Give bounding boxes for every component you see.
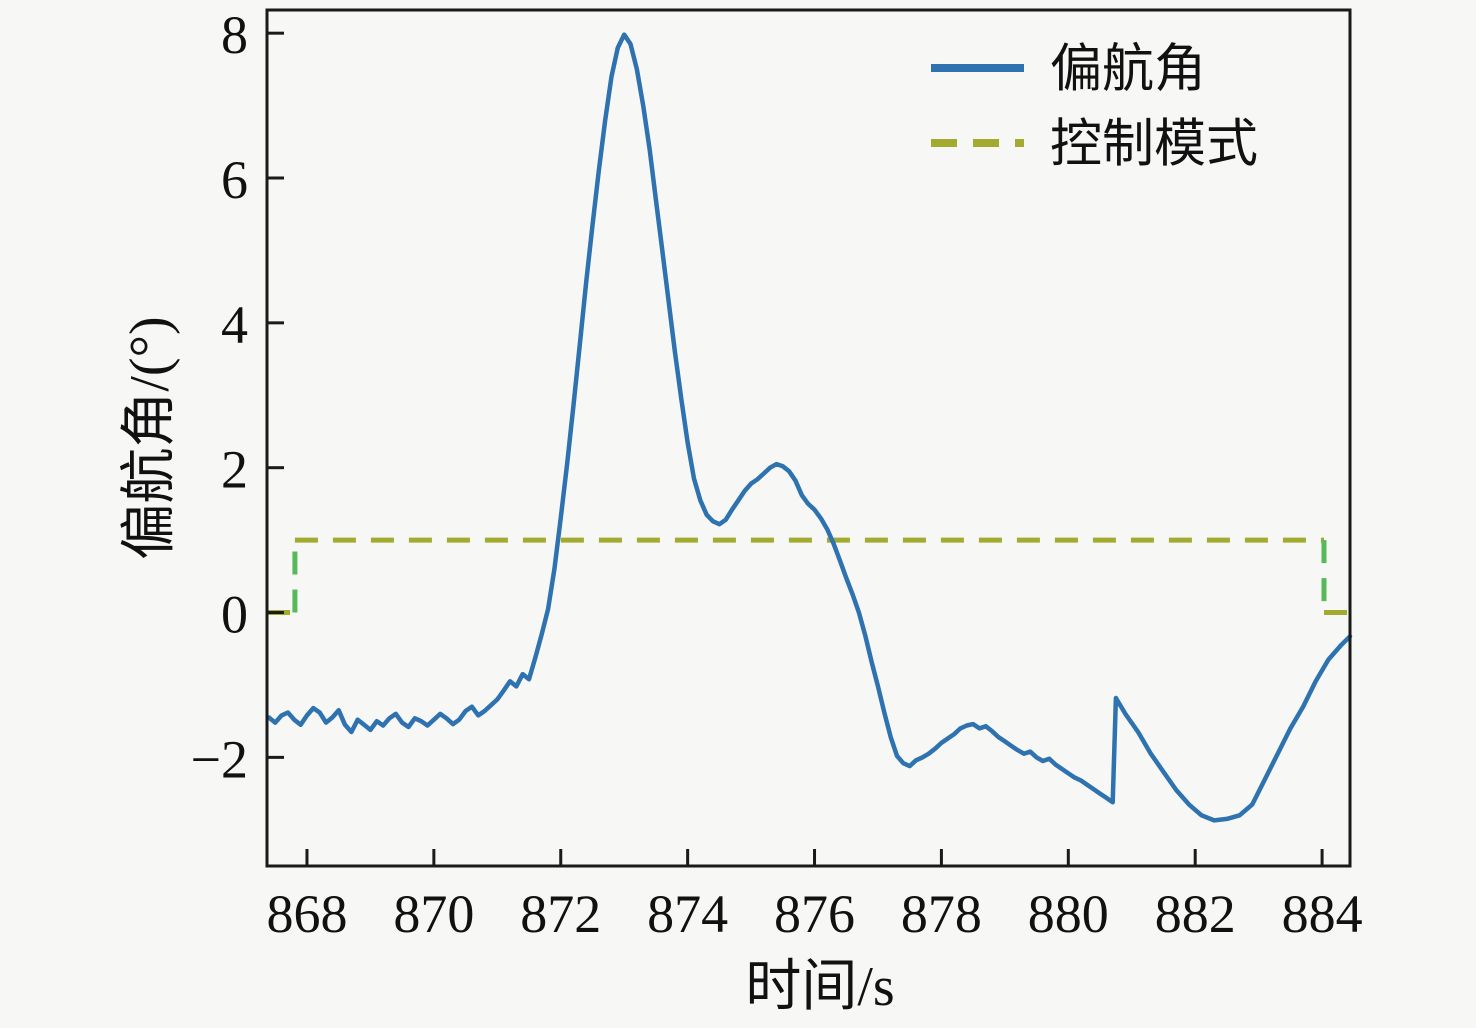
y-tick-label: 4 xyxy=(221,295,248,355)
y-tick-label: 0 xyxy=(221,585,248,645)
legend: 偏航角 控制模式 xyxy=(931,42,1258,174)
y-tick-label: −2 xyxy=(191,729,248,789)
x-axis-label: 时间/s xyxy=(745,956,894,1018)
x-tick-label: 874 xyxy=(647,884,728,944)
x-tick-label: 880 xyxy=(1028,884,1109,944)
x-tick-label: 882 xyxy=(1155,884,1236,944)
legend-label-yaw: 偏航角 xyxy=(1050,42,1206,99)
y-axis-label: 偏航角/(°) xyxy=(119,316,181,559)
y-tick-label: 6 xyxy=(221,150,248,210)
legend-label-mode: 控制模式 xyxy=(1050,117,1258,174)
x-tick-label: 876 xyxy=(774,884,855,944)
x-tick-label: 870 xyxy=(393,884,474,944)
plot-frame xyxy=(265,8,1352,868)
x-tick-label: 872 xyxy=(520,884,601,944)
y-tick-label: 8 xyxy=(221,5,248,65)
series-yaw-angle-line xyxy=(266,32,1353,823)
x-tick-label: 878 xyxy=(901,884,982,944)
x-tick-label: 884 xyxy=(1282,884,1363,944)
y-tick-label: 2 xyxy=(221,440,248,500)
x-tick-label: 868 xyxy=(266,884,347,944)
